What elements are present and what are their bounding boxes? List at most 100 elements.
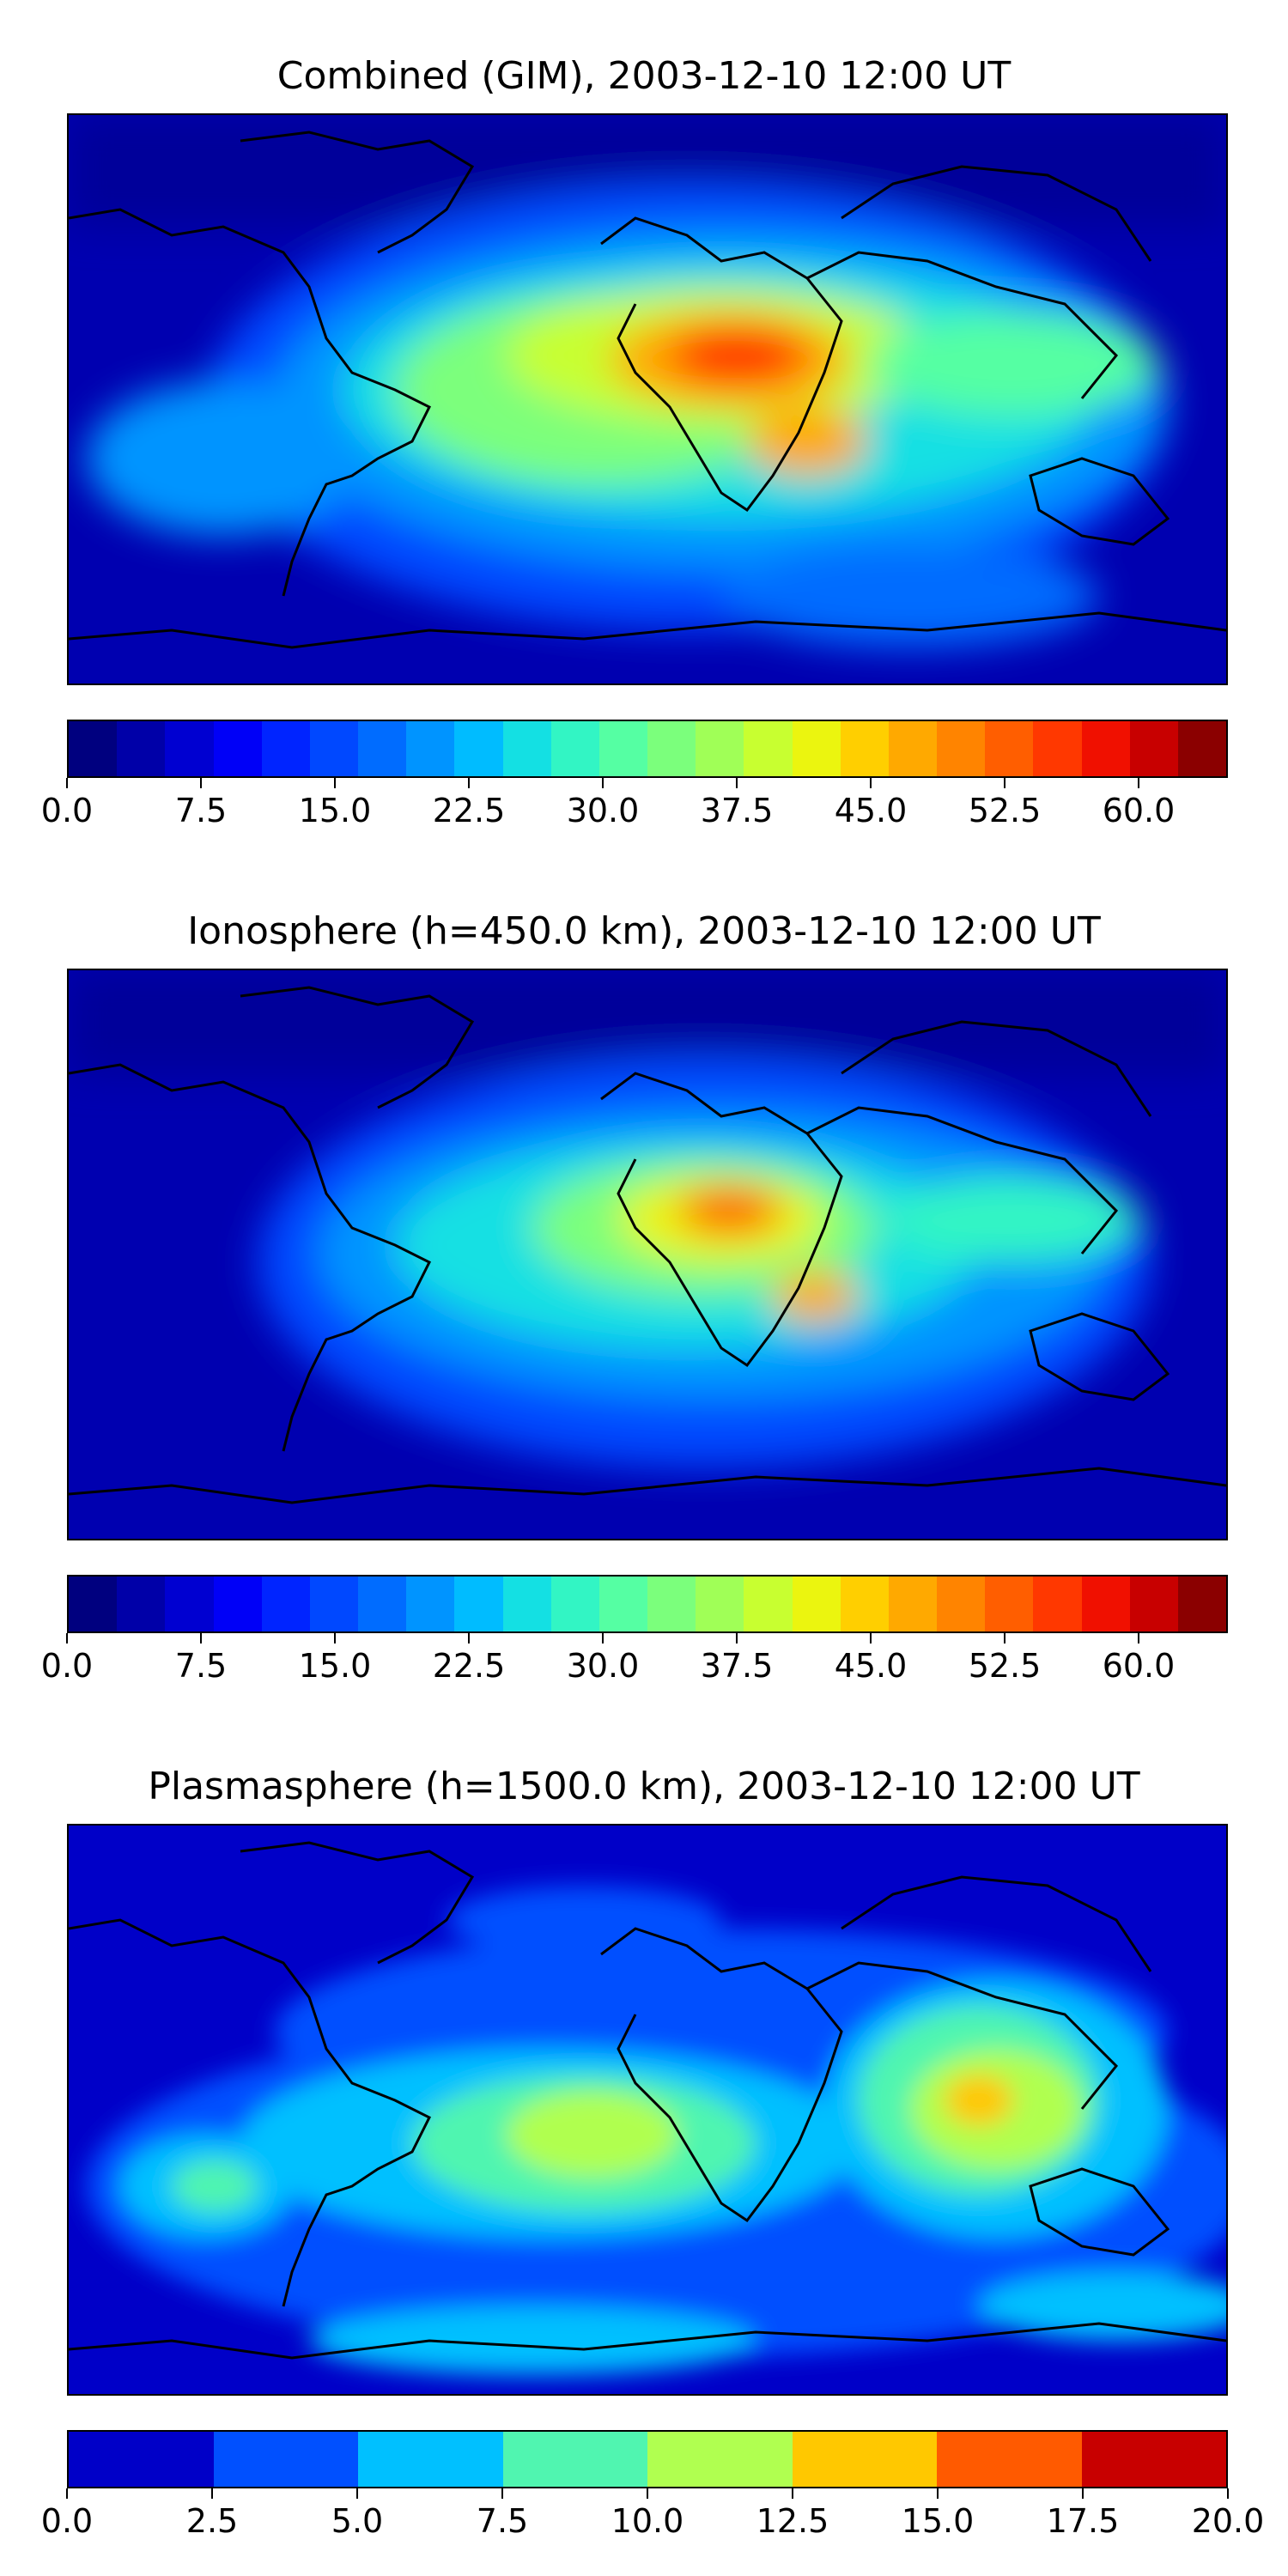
colorbar-tick <box>602 1633 604 1643</box>
colorbar-segment <box>454 1577 503 1631</box>
colorbar-segment <box>406 721 455 776</box>
colorbar-tick <box>736 778 738 788</box>
colorbar-tick <box>66 1633 68 1643</box>
colorbar-ticks-combined: 0.0 7.5 15.0 22.5 30.0 37.5 45.0 52.5 60.0 <box>41 778 1228 829</box>
contour-map-combined <box>69 115 1226 683</box>
colorbar-tick <box>66 778 68 788</box>
colorbar-segment <box>696 1577 744 1631</box>
colorbar-segment <box>213 1577 262 1631</box>
colorbar-segment <box>309 1577 359 1631</box>
colorbar-segment <box>165 1577 214 1631</box>
colorbar-segment <box>358 721 407 776</box>
colorbar-segment <box>888 721 938 776</box>
coastlines-ionosphere <box>69 986 1226 1504</box>
panel-title-combined: Combined (GIM), 2003-12-10 12:00 UT <box>276 54 1012 98</box>
colorbar-segment <box>69 721 118 776</box>
colorbar-segment <box>647 2432 793 2487</box>
colorbar-tick-label: 15.0 <box>298 792 372 829</box>
coastlines-combined <box>69 131 1226 649</box>
colorbar-tick <box>1004 778 1005 788</box>
colorbar-tick-label: 12.5 <box>756 2502 829 2540</box>
colorbar-tick <box>1082 2488 1084 2499</box>
colorbar-tick <box>1138 778 1139 788</box>
colorbar-segment <box>213 721 262 776</box>
colorbar-tick <box>937 2488 939 2499</box>
colorbar-ionosphere <box>67 1575 1228 1633</box>
colorbar-segment <box>1033 1577 1082 1631</box>
map-plasmasphere <box>67 1824 1228 2396</box>
colorbar-tick-label: 17.5 <box>1046 2502 1120 2540</box>
colorbar-combined <box>67 720 1228 778</box>
colorbar-segment <box>598 721 648 776</box>
colorbar-segment <box>406 1577 455 1631</box>
colorbar-segment <box>985 1577 1034 1631</box>
colorbar-segment <box>1129 1577 1178 1631</box>
colorbar-tick-label: 0.0 <box>40 792 94 829</box>
colorbar-segment <box>1033 721 1082 776</box>
colorbar-tick-label: 15.0 <box>901 2502 975 2540</box>
colorbar-segment <box>502 721 551 776</box>
colorbar-segment <box>1081 721 1130 776</box>
colorbar-segment <box>261 1577 310 1631</box>
colorbar-segment <box>1177 721 1227 776</box>
colorbar-plasmasphere <box>67 2430 1228 2488</box>
colorbar-tick-label: 7.5 <box>174 1647 228 1685</box>
colorbar-segment <box>840 721 889 776</box>
colorbar-ticks-plasmasphere: 0.0 2.5 5.0 7.5 10.0 12.5 15.0 17.5 20.0 <box>41 2488 1264 2540</box>
colorbar-segment <box>840 1577 889 1631</box>
colorbar-tick <box>334 1633 336 1643</box>
colorbar-segment <box>647 721 696 776</box>
contour-map-plasmasphere <box>69 1826 1226 2394</box>
colorbar-tick <box>1004 1633 1005 1643</box>
colorbar-segment <box>744 1577 793 1631</box>
colorbar-tick-label: 30.0 <box>566 792 640 829</box>
colorbar-tick <box>792 2488 793 2499</box>
map-combined <box>67 113 1228 685</box>
colorbar-tick <box>1227 2488 1229 2499</box>
colorbar-tick <box>200 778 202 788</box>
colorbar-tick-label: 0.0 <box>40 2502 94 2540</box>
panel-title-plasmasphere: Plasmasphere (h=1500.0 km), 2003-12-10 1… <box>148 1765 1140 1808</box>
colorbar-segment <box>550 1577 599 1631</box>
colorbar-segment <box>937 2432 1082 2487</box>
colorbar-tick-label: 10.0 <box>611 2502 684 2540</box>
colorbar-segment <box>117 721 166 776</box>
colorbar-tick <box>870 1633 872 1643</box>
colorbar-tick <box>356 2488 358 2499</box>
colorbar-tick-label: 37.5 <box>700 1647 774 1685</box>
colorbar-segment <box>937 721 986 776</box>
contour-map-ionosphere <box>69 970 1226 1539</box>
colorbar-segment <box>454 721 503 776</box>
colorbar-segment <box>744 721 793 776</box>
colorbar-segment <box>598 1577 648 1631</box>
colorbar-tick <box>334 778 336 788</box>
colorbar-tick <box>602 778 604 788</box>
colorbar-segment <box>792 2432 937 2487</box>
colorbar-tick-label: 60.0 <box>1102 792 1176 829</box>
colorbar-tick-label: 7.5 <box>174 792 228 829</box>
colorbar-tick-label: 15.0 <box>298 1647 372 1685</box>
colorbar-segment <box>792 1577 841 1631</box>
colorbar-tick-label: 45.0 <box>834 1647 908 1685</box>
colorbar-tick-label: 22.5 <box>432 792 506 829</box>
colorbar-segment <box>502 1577 551 1631</box>
colorbar-tick <box>870 778 872 788</box>
colorbar-tick <box>200 1633 202 1643</box>
colorbar-tick-label: 0.0 <box>40 1647 94 1685</box>
colorbar-tick-label: 22.5 <box>432 1647 506 1685</box>
colorbar-tick-label: 37.5 <box>700 792 774 829</box>
colorbar-segment <box>550 721 599 776</box>
colorbar-tick <box>736 1633 738 1643</box>
colorbar-segment <box>261 721 310 776</box>
colorbar-segment <box>309 721 359 776</box>
colorbar-segment <box>69 1577 118 1631</box>
colorbar-tick-label: 7.5 <box>476 2502 529 2540</box>
colorbar-tick-label: 60.0 <box>1102 1647 1176 1685</box>
colorbar-segment <box>1081 1577 1130 1631</box>
colorbar-segment <box>937 1577 986 1631</box>
colorbar-segment <box>69 2432 214 2487</box>
colorbar-segment <box>165 721 214 776</box>
colorbar-tick <box>647 2488 648 2499</box>
colorbar-segment <box>985 721 1034 776</box>
map-ionosphere <box>67 969 1228 1540</box>
